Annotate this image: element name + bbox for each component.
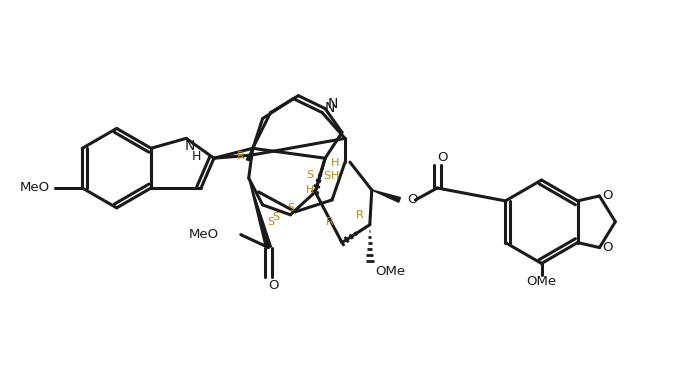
Text: R: R [237,151,245,161]
Text: O: O [268,279,279,292]
Text: O: O [602,241,613,254]
Text: R: R [356,210,363,220]
Text: R: R [326,217,334,227]
Polygon shape [249,178,271,248]
Text: S: S [267,217,274,227]
Text: N: N [325,100,335,115]
Polygon shape [372,190,401,202]
Text: S: S [306,170,314,180]
Text: MeO: MeO [189,228,219,241]
Text: O: O [602,189,613,202]
Text: H: H [192,150,201,163]
Text: N: N [328,97,338,111]
Polygon shape [247,148,253,161]
Text: MeO: MeO [20,182,49,195]
Text: OMe: OMe [526,275,556,288]
Text: S: S [272,212,279,222]
Text: O: O [407,194,418,206]
Text: S: S [287,203,294,213]
Text: H: H [306,185,315,195]
Text: S: S [324,171,330,181]
Text: N: N [185,139,195,153]
Text: O: O [437,151,447,164]
Text: H: H [331,158,339,168]
Text: H: H [331,171,339,181]
Text: OMe: OMe [375,265,405,278]
